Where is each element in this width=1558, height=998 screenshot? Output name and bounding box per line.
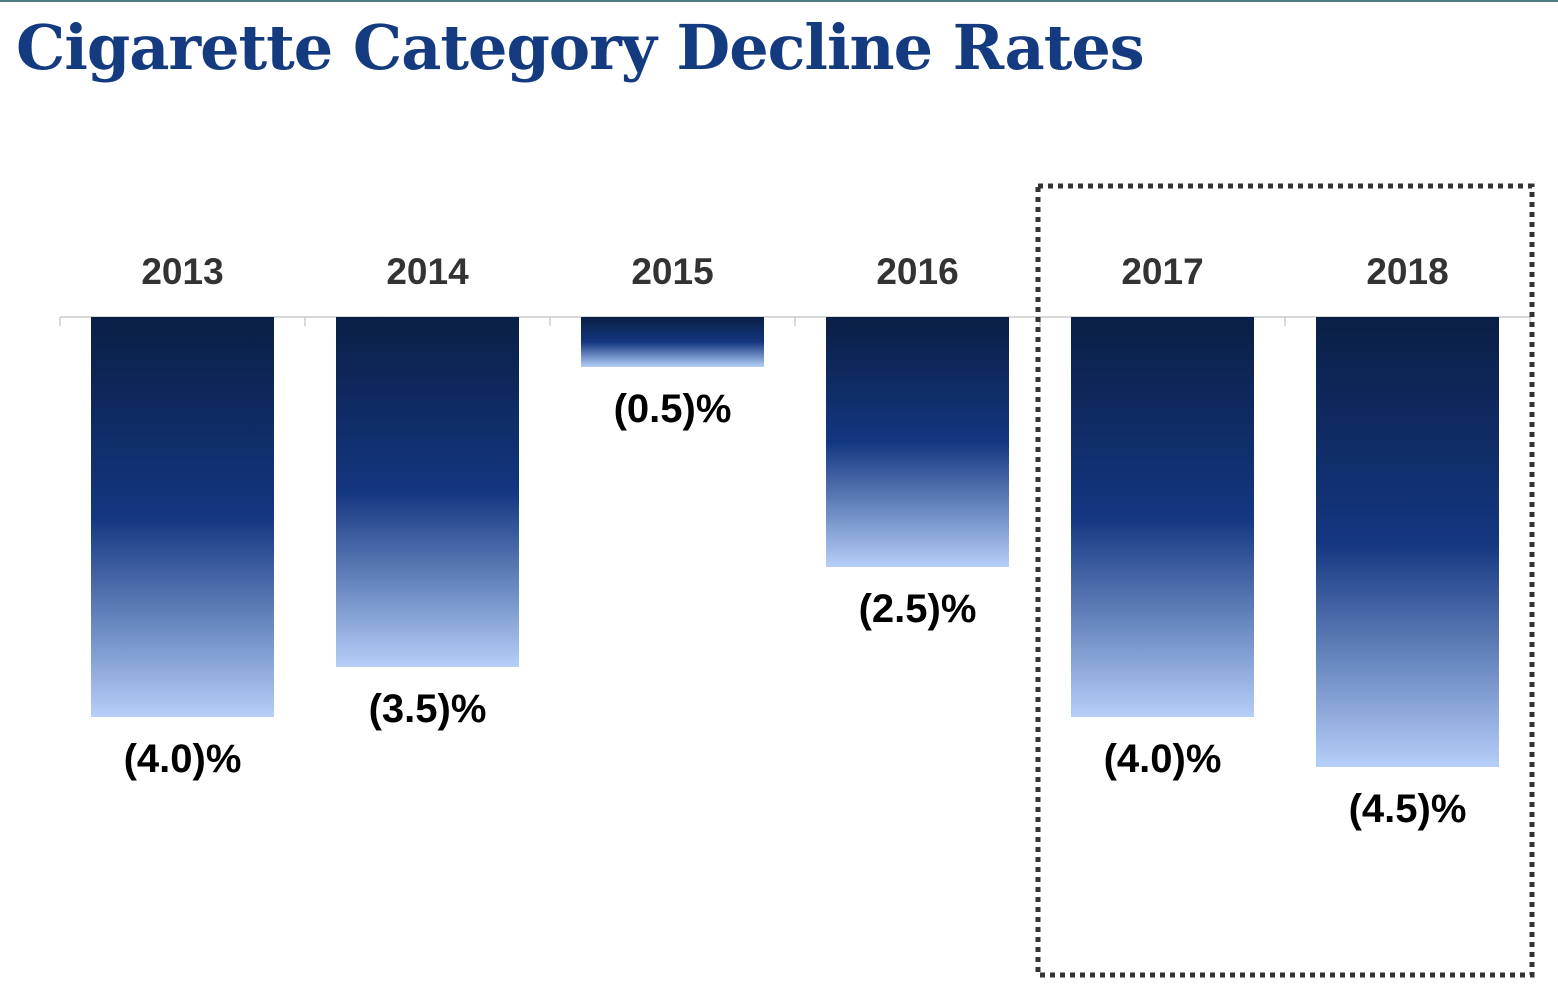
bar-2018 <box>1316 317 1499 767</box>
highlight-box <box>1035 183 1535 978</box>
data-label-2015: (0.5)% <box>614 387 732 431</box>
category-label-2014: 2014 <box>386 251 469 292</box>
data-label-2018: (4.5)% <box>1349 787 1467 831</box>
top-rule <box>0 0 1558 2</box>
bars <box>91 317 1499 767</box>
data-label-2014: (3.5)% <box>369 687 487 731</box>
category-label-2016: 2016 <box>876 251 958 292</box>
bar-2017 <box>1071 317 1254 717</box>
category-labels: 2013 2014 2015 2016 2017 2018 <box>141 251 1448 292</box>
data-label-2016: (2.5)% <box>859 587 977 631</box>
bar-2014 <box>336 317 519 667</box>
bar-2015 <box>581 317 764 367</box>
category-label-2013: 2013 <box>141 251 223 292</box>
category-label-2018: 2018 <box>1366 251 1448 292</box>
category-label-2015: 2015 <box>631 251 713 292</box>
axis-ticks <box>59 317 1531 326</box>
page-title: Cigarette Category Decline Rates <box>16 11 1145 84</box>
bar-2013 <box>91 317 274 717</box>
data-label-2017: (4.0)% <box>1104 737 1222 781</box>
data-label-2013: (4.0)% <box>124 737 242 781</box>
bar-2016 <box>826 317 1009 567</box>
category-label-2017: 2017 <box>1121 251 1203 292</box>
data-labels: (4.0)% (3.5)% (0.5)% (2.5)% (4.0)% (4.5)% <box>124 387 1467 831</box>
